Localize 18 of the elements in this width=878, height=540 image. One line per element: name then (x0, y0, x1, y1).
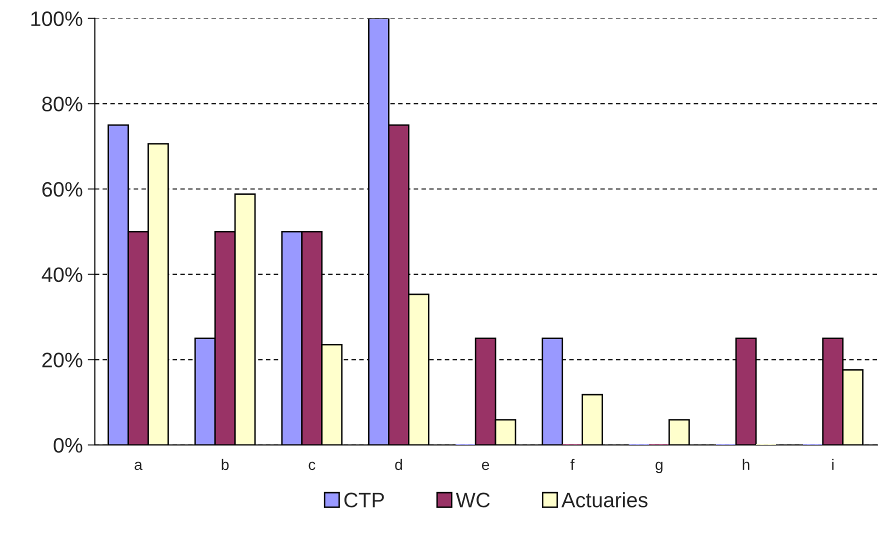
y-tick-label: 80% (42, 96, 82, 112)
x-tick-label: c (308, 462, 316, 470)
legend-label: Actuaries (561, 492, 648, 508)
legend-label: CTP (344, 492, 384, 508)
y-tick-label: 40% (42, 267, 82, 282)
x-tick-label: d (395, 458, 402, 470)
x-tick-label: f (570, 458, 575, 470)
legend-label: WC (456, 492, 490, 508)
x-tick-label: i (832, 458, 834, 470)
y-tick-label: 60% (42, 182, 82, 197)
x-tick-label: e (482, 462, 490, 470)
y-tick-label: 0% (54, 438, 82, 453)
x-tick-label: g (656, 462, 662, 474)
y-tick-label: 20% (42, 352, 82, 368)
x-tick-label: b (222, 458, 229, 470)
x-tick-label: h (742, 458, 750, 470)
x-tick-label: a (134, 462, 142, 470)
y-tick-label: 100% (31, 11, 82, 26)
